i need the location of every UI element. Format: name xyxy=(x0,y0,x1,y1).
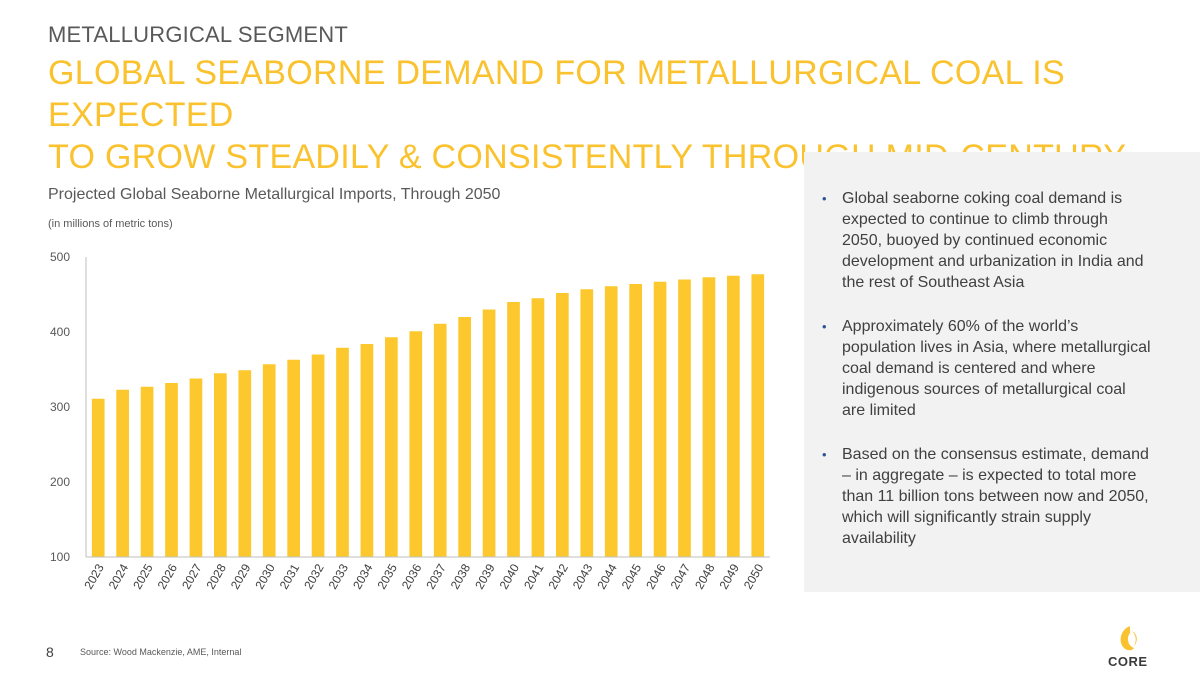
bar-2029 xyxy=(238,370,252,557)
x-tick-label: 2041 xyxy=(521,561,547,591)
commentary-text-3: Based on the consensus estimate, demand … xyxy=(842,446,1149,547)
bar-2036 xyxy=(409,331,423,557)
x-tick-label: 2026 xyxy=(155,561,181,591)
bar-2023 xyxy=(91,398,105,557)
x-tick-label: 2029 xyxy=(228,561,254,591)
page-number: 8 xyxy=(46,644,54,660)
x-tick-label: 2034 xyxy=(350,561,376,591)
commentary-list: • Global seaborne coking coal demand is … xyxy=(822,188,1152,572)
bar-2030 xyxy=(262,364,276,557)
x-tick-label: 2031 xyxy=(277,561,303,591)
commentary-bullet-2: • Approximately 60% of the world’s popul… xyxy=(822,316,1152,421)
x-tick-label: 2028 xyxy=(203,561,229,591)
commentary-bullet-3: • Based on the consensus estimate, deman… xyxy=(822,444,1152,549)
logo-text: CORE xyxy=(1108,654,1148,669)
y-tick-label: 100 xyxy=(50,550,70,564)
bar-2049 xyxy=(727,275,740,557)
bullet-icon: • xyxy=(822,191,827,206)
x-tick-label: 2025 xyxy=(130,561,156,591)
x-tick-label: 2048 xyxy=(692,561,718,591)
x-tick-label: 2024 xyxy=(106,561,132,591)
commentary-text-2: Approximately 60% of the world’s populat… xyxy=(842,318,1151,419)
bar-2047 xyxy=(678,279,691,557)
bar-2045 xyxy=(629,284,642,557)
bar-2041 xyxy=(531,298,545,557)
page-title-line-1: GLOBAL SEABORNE DEMAND FOR METALLURGICAL… xyxy=(48,54,1066,134)
x-tick-label: 2023 xyxy=(81,561,107,591)
bar-2025 xyxy=(140,386,154,557)
bar-2038 xyxy=(458,317,471,557)
x-tick-label: 2043 xyxy=(570,561,596,591)
x-tick-label: 2039 xyxy=(472,561,498,591)
chart-subtitle: (in millions of metric tons) xyxy=(48,218,173,230)
bar-2031 xyxy=(287,359,300,557)
y-tick-label: 200 xyxy=(50,475,70,489)
y-tick-label: 500 xyxy=(50,250,70,264)
bar-chart: 1002003004005002023202420252026202720282… xyxy=(50,250,770,592)
x-tick-label: 2033 xyxy=(326,561,352,591)
bar-2032 xyxy=(311,354,325,557)
bar-2039 xyxy=(482,309,496,557)
y-tick-label: 400 xyxy=(50,325,70,339)
x-tick-label: 2035 xyxy=(374,561,400,591)
chart-title: Projected Global Seaborne Metallurgical … xyxy=(48,186,501,203)
y-tick-label: 300 xyxy=(50,400,70,414)
x-tick-label: 2030 xyxy=(252,561,278,591)
bar-2028 xyxy=(214,373,227,557)
x-tick-label: 2050 xyxy=(741,561,767,591)
source-note: Source: Wood Mackenzie, AME, Internal xyxy=(80,647,242,657)
logo-mark-accent xyxy=(1132,631,1137,646)
x-tick-label: 2046 xyxy=(643,561,669,591)
x-tick-label: 2027 xyxy=(179,561,205,591)
bar-2033 xyxy=(336,347,349,557)
x-tick-label: 2045 xyxy=(619,561,645,591)
logo-mark xyxy=(1120,626,1134,651)
bullet-icon: • xyxy=(822,319,827,334)
commentary-panel: • Global seaborne coking coal demand is … xyxy=(804,152,1200,592)
section-label: METALLURGICAL SEGMENT xyxy=(48,22,349,47)
bar-2035 xyxy=(385,337,398,557)
x-tick-label: 2049 xyxy=(716,561,742,591)
x-tick-label: 2036 xyxy=(399,561,425,591)
bar-2044 xyxy=(604,286,618,557)
commentary-text-1: Global seaborne coking coal demand is ex… xyxy=(842,190,1144,291)
x-tick-label: 2040 xyxy=(497,561,523,591)
bar-2050 xyxy=(751,274,765,557)
bar-2027 xyxy=(189,378,203,557)
commentary-bullet-1: • Global seaborne coking coal demand is … xyxy=(822,188,1152,293)
bar-2034 xyxy=(360,344,374,557)
bar-2037 xyxy=(433,323,447,557)
x-tick-label: 2044 xyxy=(594,561,620,591)
bar-2026 xyxy=(165,383,178,557)
bullet-icon: • xyxy=(822,447,827,462)
x-tick-label: 2042 xyxy=(545,561,571,591)
bar-2048 xyxy=(702,277,716,557)
x-tick-label: 2047 xyxy=(668,561,694,591)
bar-2043 xyxy=(580,289,594,557)
core-logo-icon xyxy=(1120,626,1137,651)
bar-2024 xyxy=(116,389,129,557)
x-tick-label: 2037 xyxy=(423,561,449,591)
x-tick-label: 2032 xyxy=(301,561,327,591)
x-tick-label: 2038 xyxy=(448,561,474,591)
bar-2042 xyxy=(556,293,569,557)
bar-2046 xyxy=(653,281,667,557)
bar-2040 xyxy=(507,302,520,557)
